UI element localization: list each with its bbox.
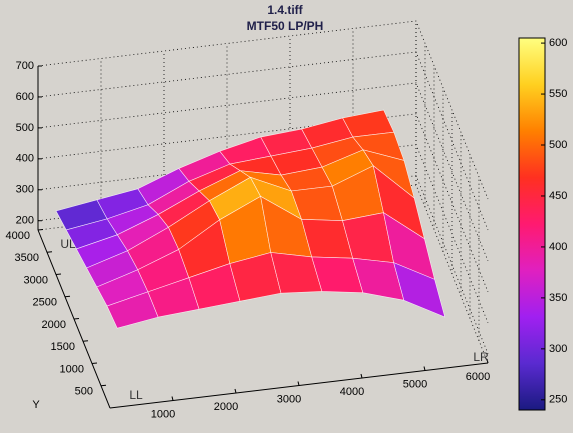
colorbar-tick-label: 450	[549, 190, 567, 202]
y-tick	[100, 384, 107, 387]
x-tick	[486, 358, 489, 364]
y-tick-label: 3500	[15, 252, 39, 264]
plot-area: 200 300 400 500 600 700 500 1000 1500 2000 2500 300…	[6, 20, 490, 420]
x-tick	[360, 373, 363, 379]
z-tick-label: 200	[16, 215, 34, 227]
colorbar-tick-label: 250	[549, 394, 567, 406]
x-tick-label: 3000	[277, 393, 301, 405]
colorbar-tick-label: 350	[549, 292, 567, 304]
y-tick	[73, 318, 80, 320]
z-tick-label: 500	[16, 122, 34, 134]
x-tick	[171, 396, 174, 401]
annotation: UL	[60, 237, 76, 251]
z-tick-label: 600	[16, 91, 34, 103]
y-tick	[55, 273, 62, 275]
colorbar-bar	[518, 37, 546, 411]
grid-line	[37, 51, 489, 231]
y-tick-label: 4000	[6, 230, 30, 242]
x-tick-label: 1000	[151, 408, 175, 420]
colorbar-tick-label: 500	[549, 139, 567, 151]
annotation: LR	[473, 350, 489, 364]
y-tick	[82, 340, 89, 342]
y-tick	[46, 251, 53, 253]
z-tick-label: 300	[16, 184, 34, 196]
grid-line	[37, 113, 489, 292]
z-tick-label: 400	[16, 153, 34, 165]
y-tick	[91, 362, 98, 364]
x-tick	[423, 366, 426, 371]
chart-title: 1.4.tiff	[267, 3, 303, 17]
grid-line	[37, 82, 489, 262]
y-axis-label: Y	[32, 399, 40, 411]
x-tick-label: 4000	[340, 386, 364, 398]
grid-line	[37, 175, 489, 354]
x-tick	[297, 381, 300, 386]
x-tick	[234, 388, 237, 394]
chart-subtitle: MTF50 LP/PH	[247, 19, 324, 33]
y-tick-label: 2500	[33, 297, 57, 309]
grid-line	[37, 20, 489, 200]
colorbar: 250 300 350 400 450 500 550 600	[518, 37, 567, 411]
y-tick-label: 3000	[24, 274, 48, 286]
x-tick-label: 2000	[214, 401, 238, 413]
z-tick-label: 700	[16, 60, 34, 72]
colorbar-tick-label: 300	[549, 343, 567, 355]
y-tick-label: 500	[75, 386, 93, 398]
y-tick-label: 1000	[60, 363, 84, 375]
y-tick-label: 1500	[51, 341, 75, 353]
y-tick	[37, 229, 44, 231]
annotation: LL	[129, 388, 143, 402]
x-tick-label: 6000	[466, 371, 490, 383]
y-tick-label: 2000	[42, 319, 66, 331]
colorbar-tick-label: 400	[549, 241, 567, 253]
y-tick	[64, 295, 71, 298]
grid-line	[37, 184, 489, 364]
colorbar-tick-label: 550	[549, 88, 567, 100]
x-tick-label: 5000	[403, 378, 427, 390]
colorbar-tick-label: 600	[549, 37, 567, 49]
surface-patch	[393, 262, 446, 318]
